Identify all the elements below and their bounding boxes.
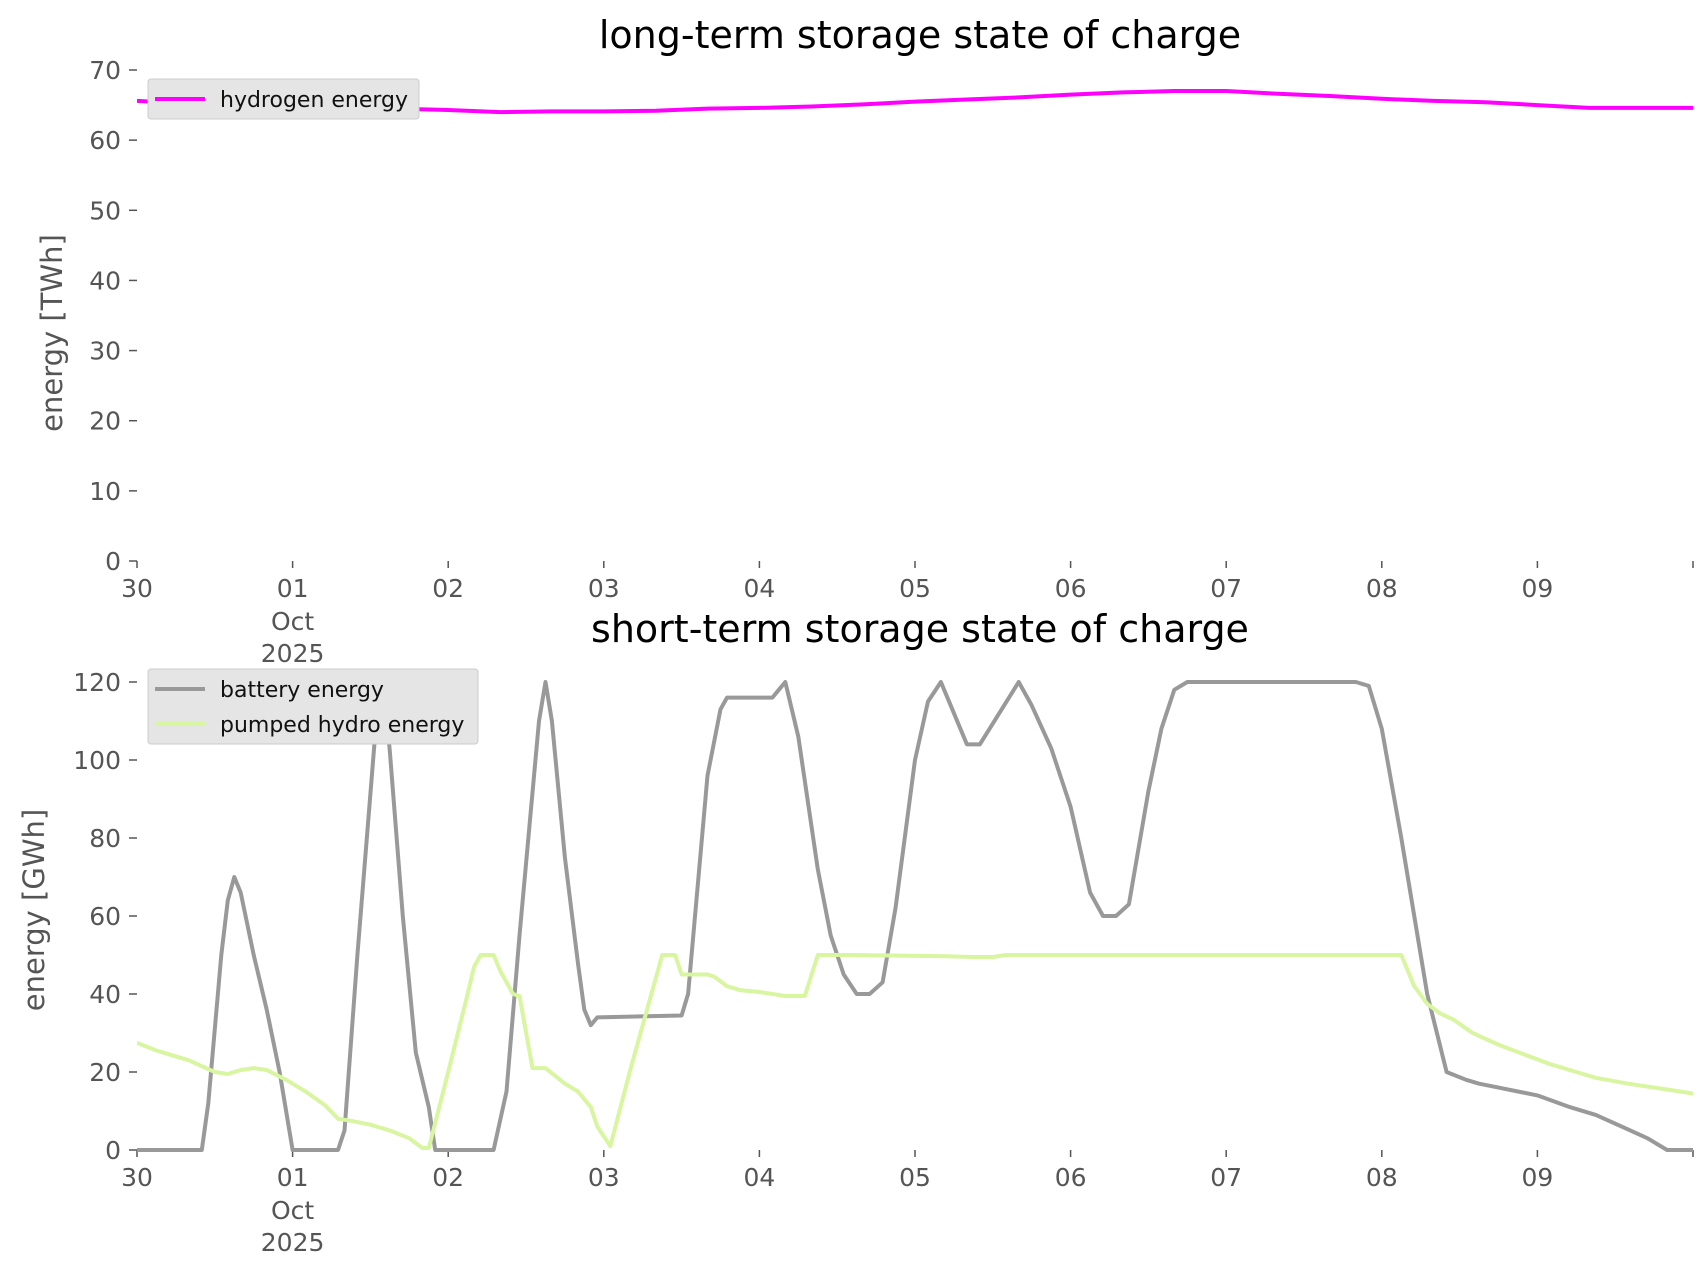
x-tick-sublabel: Oct bbox=[271, 607, 314, 636]
x-tick-label: 02 bbox=[432, 574, 464, 603]
y-tick-label: 0 bbox=[105, 1136, 121, 1165]
x-tick-label: 09 bbox=[1521, 1163, 1553, 1192]
x-axis-ticks: 30 01 Oct 2025 02 03 04 05 06 07 08 09 bbox=[121, 561, 1694, 668]
legend-label-pumped-hydro-energy: pumped hydro energy bbox=[220, 713, 464, 738]
x-tick-label: 07 bbox=[1210, 1163, 1242, 1192]
y-tick-label: 0 bbox=[105, 547, 121, 576]
legend-label-hydrogen-energy: hydrogen energy bbox=[220, 88, 408, 113]
x-tick-label: 01 bbox=[277, 574, 309, 603]
x-tick-label: 30 bbox=[121, 1163, 153, 1192]
x-tick-label: 04 bbox=[743, 574, 775, 603]
x-tick-label: 07 bbox=[1210, 574, 1242, 603]
y-tick-label: 20 bbox=[89, 1058, 121, 1087]
y-tick-label: 30 bbox=[89, 337, 121, 366]
x-tick-label: 05 bbox=[899, 574, 931, 603]
x-tick-label: 06 bbox=[1055, 1163, 1087, 1192]
y-axis-ticks: 0 20 40 60 80 100 120 bbox=[73, 668, 137, 1165]
x-axis-ticks: 30 01 Oct 2025 02 03 04 05 06 07 08 09 bbox=[121, 1150, 1694, 1257]
x-tick-label: 08 bbox=[1366, 1163, 1398, 1192]
y-axis-label: energy [GWh] bbox=[17, 809, 51, 1011]
x-tick-label: 08 bbox=[1366, 574, 1398, 603]
x-tick-label: 02 bbox=[432, 1163, 464, 1192]
y-tick-label: 40 bbox=[89, 980, 121, 1009]
chart-panel-long-term: long-term storage state of charge 010203… bbox=[35, 13, 1694, 668]
y-axis-ticks: 0 10 20 30 40 50 60 70 bbox=[89, 56, 137, 576]
y-tick-label: 40 bbox=[89, 266, 121, 295]
y-axis-label: energy [TWh] bbox=[35, 234, 69, 432]
x-tick-label: 05 bbox=[899, 1163, 931, 1192]
x-tick-label: 01 bbox=[277, 1163, 309, 1192]
chart-title: long-term storage state of charge bbox=[599, 13, 1241, 57]
x-tick-sublabel: 2025 bbox=[261, 1228, 325, 1257]
x-tick-label: 03 bbox=[588, 574, 620, 603]
legend: battery energy pumped hydro energy bbox=[147, 668, 479, 745]
y-tick-label: 120 bbox=[73, 668, 121, 697]
y-tick-label: 80 bbox=[89, 824, 121, 853]
x-tick-label: 04 bbox=[743, 1163, 775, 1192]
y-tick-label: 60 bbox=[89, 902, 121, 931]
chart-panel-short-term: short-term storage state of charge 02040… bbox=[17, 607, 1694, 1257]
x-tick-label: 06 bbox=[1055, 574, 1087, 603]
y-tick-label: 50 bbox=[89, 196, 121, 225]
y-tick-label: 10 bbox=[89, 477, 121, 506]
y-tick-label: 100 bbox=[73, 746, 121, 775]
x-tick-sublabel: Oct bbox=[271, 1196, 314, 1225]
y-tick-label: 70 bbox=[89, 56, 121, 85]
legend: hydrogen energy bbox=[147, 78, 420, 120]
legend-box bbox=[147, 78, 420, 120]
chart-title: short-term storage state of charge bbox=[591, 607, 1249, 651]
y-tick-label: 60 bbox=[89, 126, 121, 155]
series-line-pumped-hydro-energy bbox=[137, 953, 1693, 1150]
y-tick-label: 20 bbox=[89, 407, 121, 436]
x-tick-label: 03 bbox=[588, 1163, 620, 1192]
x-tick-label: 09 bbox=[1521, 574, 1553, 603]
x-tick-label: 30 bbox=[121, 574, 153, 603]
legend-label-battery-energy: battery energy bbox=[220, 678, 384, 703]
x-tick-sublabel: 2025 bbox=[261, 639, 325, 668]
legend-box bbox=[147, 668, 479, 745]
